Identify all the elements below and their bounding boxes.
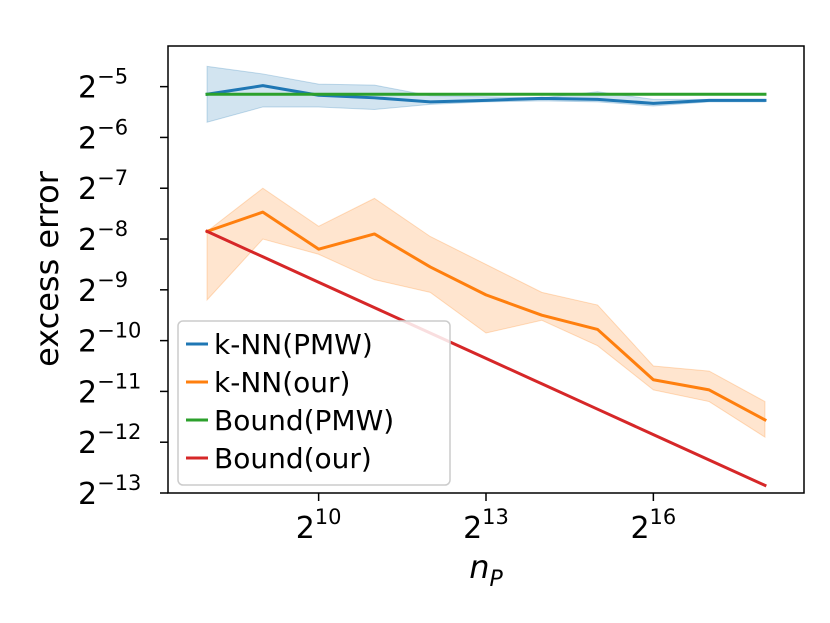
y-tick-label: 2−10 bbox=[78, 319, 141, 360]
legend-label-bound-our: Bound(our) bbox=[214, 442, 372, 475]
x-axis-label: nP bbox=[469, 548, 503, 592]
y-tick-label: 2−9 bbox=[78, 268, 128, 309]
x-tick-label: 216 bbox=[630, 505, 676, 546]
legend-label-k-nn-pmw: k-NN(PMW) bbox=[214, 328, 373, 361]
y-tick-label: 2−12 bbox=[78, 420, 141, 461]
y-tick-label: 2−11 bbox=[78, 369, 141, 410]
y-tick-label: 2−5 bbox=[78, 65, 128, 106]
y-tick-label: 2−7 bbox=[78, 166, 128, 207]
legend-label-k-nn-our: k-NN(our) bbox=[214, 366, 350, 399]
y-tick-label: 2−13 bbox=[78, 471, 141, 512]
band-k-nn-our bbox=[206, 187, 766, 439]
legend: k-NN(PMW) k-NN(our) Bound(PMW) Bound(our) bbox=[177, 320, 451, 486]
y-axis-label: excess error bbox=[28, 170, 66, 367]
y-axis-ticks: 2−5 2−6 2−7 2−8 2−9 2−10 2−11 2−12 2−13 bbox=[78, 65, 168, 512]
line-bound-our bbox=[205, 229, 767, 488]
y-tick-label: 2−6 bbox=[78, 115, 128, 156]
legend-label-bound-pmw: Bound(PMW) bbox=[214, 404, 394, 437]
line-k-nn-our bbox=[205, 210, 767, 422]
x-tick-label: 213 bbox=[463, 505, 509, 546]
line-k-nn-pmw bbox=[205, 84, 767, 105]
x-tick-label: 210 bbox=[296, 505, 342, 546]
series-lines bbox=[205, 84, 767, 488]
legend-frame bbox=[177, 320, 451, 486]
x-axis-ticks: 210 213 216 bbox=[296, 493, 676, 546]
y-tick-label: 2−8 bbox=[78, 217, 128, 258]
